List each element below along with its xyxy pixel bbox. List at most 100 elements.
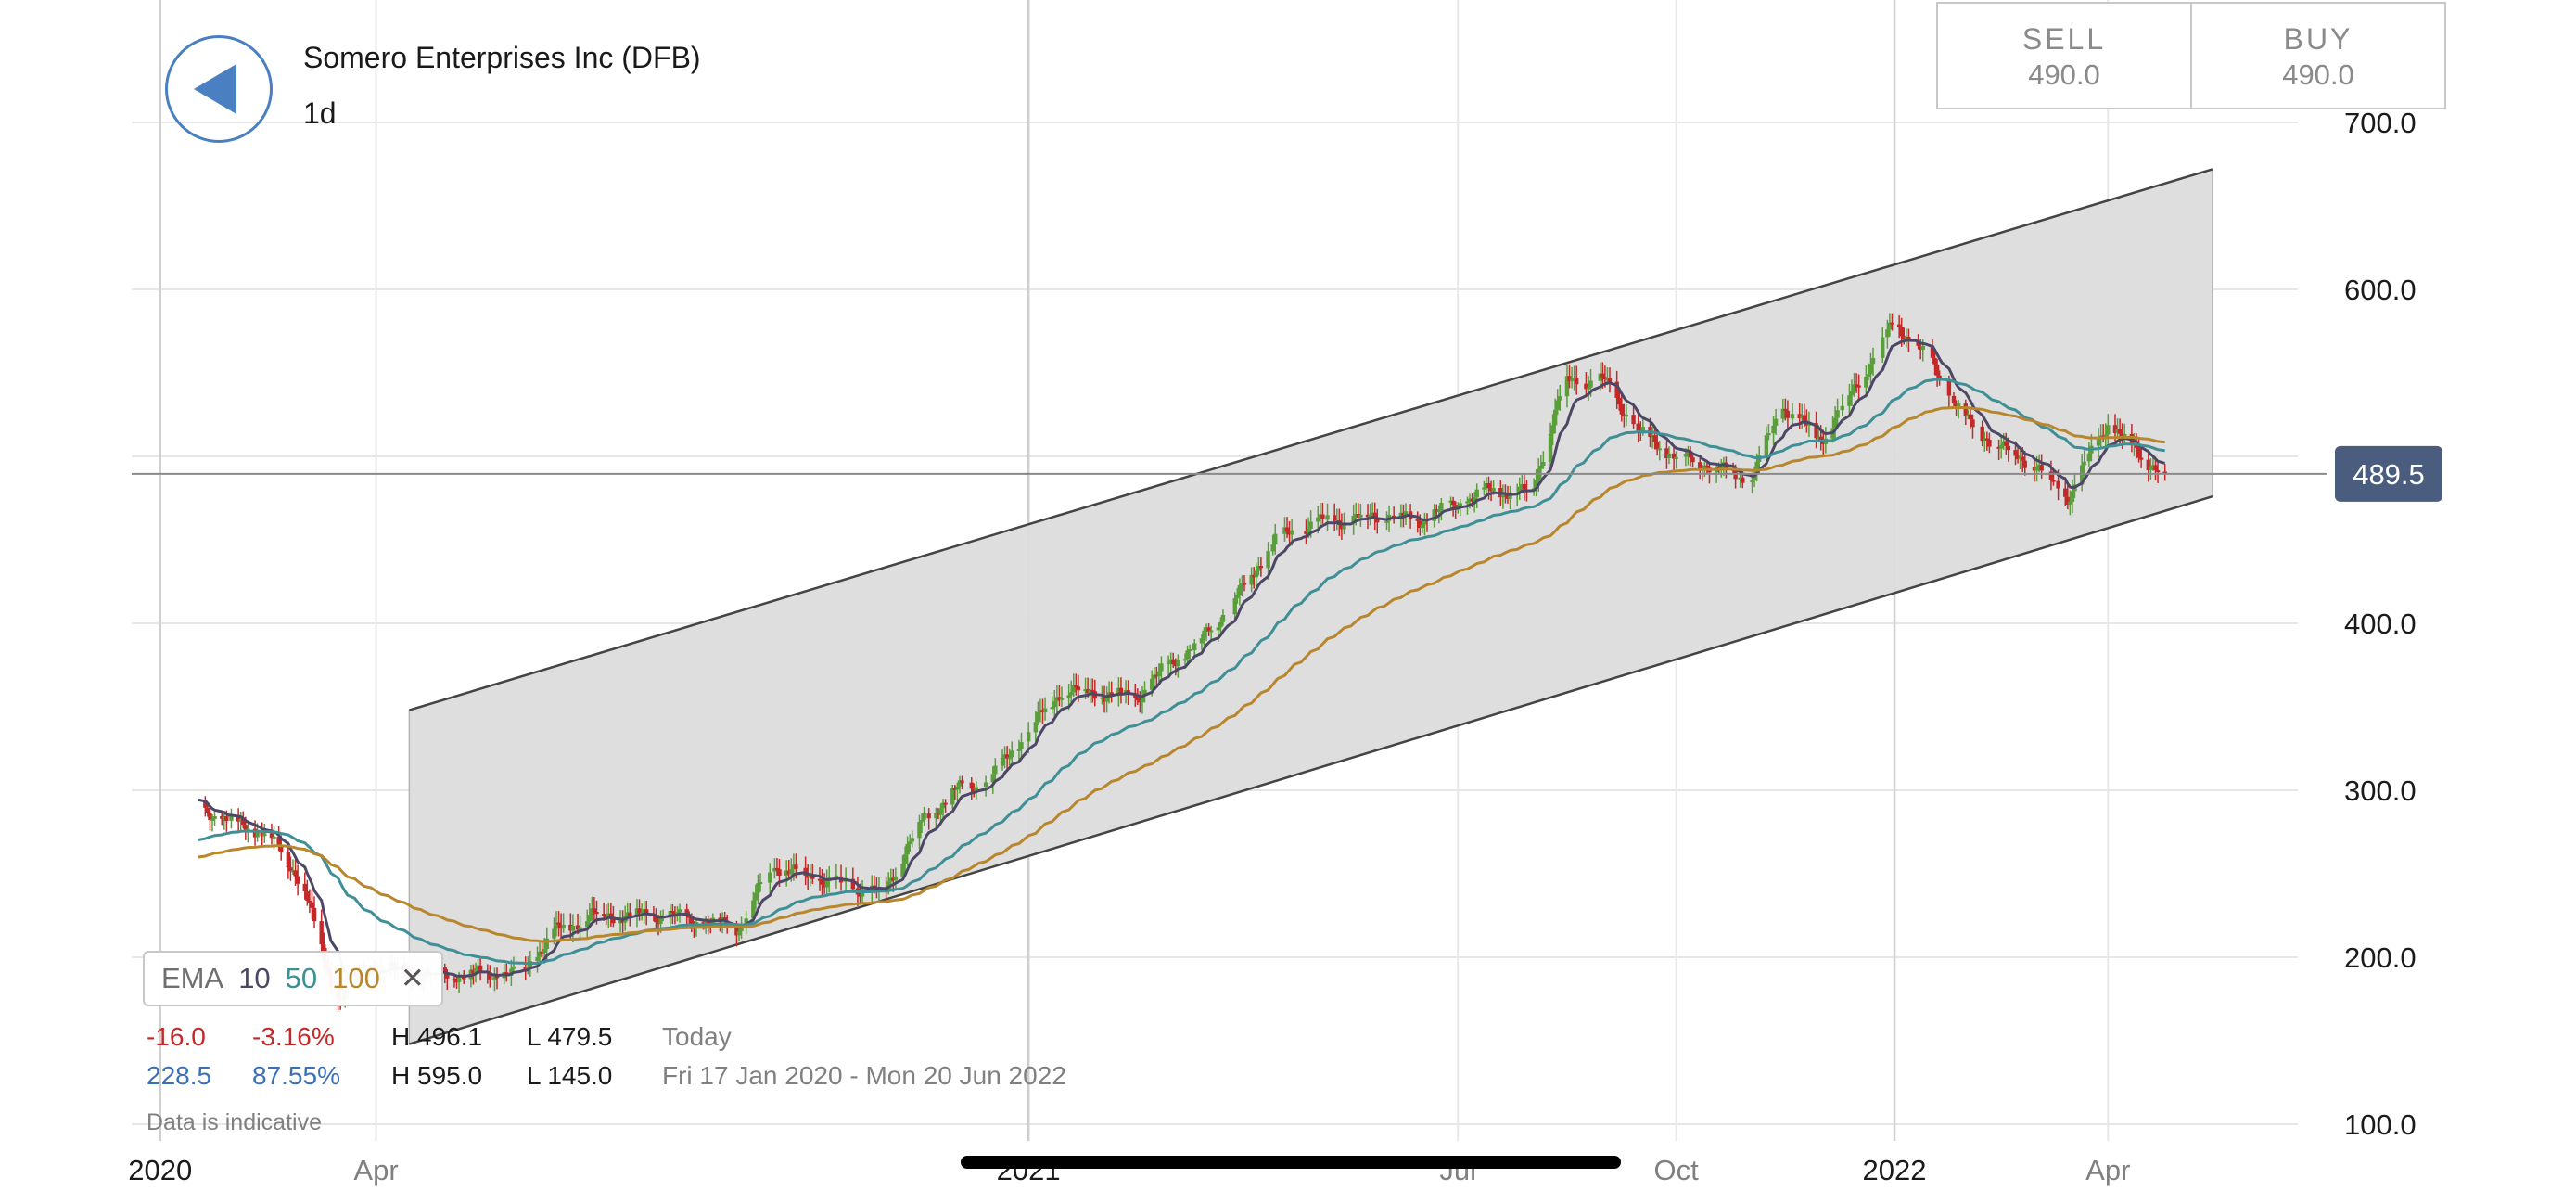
candle-body [2063,488,2068,497]
candle-body [1258,566,1264,569]
candle-body [744,918,748,924]
candle-body [471,969,476,974]
candle-body [604,915,608,917]
candle-body [1902,336,1906,339]
channel-lower-line [408,495,2213,1045]
candle-body [1918,345,1923,351]
candle-body [902,854,908,864]
candle-body [1482,487,1486,490]
range-change: 228.5 [147,1061,212,1090]
candle-body [1448,500,1453,503]
candle-body [2149,467,2153,470]
candle-body [587,915,593,922]
candle-body [1517,486,1522,493]
candle-body [608,913,614,917]
candle-body [1968,414,1973,420]
candle-body [478,965,483,971]
candle-body [272,836,276,839]
candle-body [1304,531,1308,534]
candle-body [943,802,948,805]
candle-body [1741,477,1745,483]
candle-body [1368,514,1372,518]
candle-body [1657,448,1662,451]
candle-body [1780,408,1785,419]
data-disclaimer: Data is indicative [147,1109,322,1135]
candle-body [1173,664,1178,667]
candle-body [960,780,964,784]
candle-body [922,813,926,821]
candle-body [1159,663,1164,672]
candle-body [756,883,760,893]
candle-body [1790,414,1795,419]
candle-body [2056,480,2060,489]
candle-body [1674,456,1678,459]
candle-body [2013,450,2018,456]
close-icon[interactable]: ✕ [400,962,425,994]
candle-body [1951,395,1957,404]
candle-body [1814,423,1818,439]
candle-body [2155,470,2161,473]
ema-legend[interactable]: EMA 10 50 100 ✕ [143,951,443,1006]
candle-body [1076,686,1081,691]
candle-body [2134,442,2139,449]
candle-body [1450,500,1456,506]
today-low: L 479.5 [527,1022,613,1051]
candle-body [544,938,549,949]
buy-button[interactable]: BUY 490.0 [2190,2,2446,109]
candle-body [808,875,812,878]
candle-body [1558,396,1562,401]
candle-body [791,864,797,870]
chart-interval[interactable]: 1d [303,96,337,130]
candle-body [1832,417,1838,429]
candle-body [1135,698,1141,701]
candle-body [1356,513,1360,518]
candle-body [1142,689,1147,696]
candle-body [2136,448,2141,458]
candle-body [535,956,540,962]
candle-body [2082,461,2086,466]
candle-body [1881,337,1885,358]
candle-body [2115,429,2120,433]
candle-body [1002,754,1007,758]
candle-body [860,890,865,897]
candle-body [1202,630,1206,639]
candle-body [473,968,478,974]
home-indicator[interactable] [961,1156,1621,1169]
candle-body [1654,442,1660,450]
candle-body [537,951,542,957]
candle-body [1906,337,1911,341]
candle-body [1963,403,1968,416]
candle-body [1256,566,1261,571]
back-button[interactable] [165,35,273,143]
candle-body [789,869,794,875]
candle-body [319,921,324,945]
candle-body [990,774,995,783]
candle-body [1168,659,1173,663]
candle-body [1116,687,1121,696]
candle-body [1252,574,1256,578]
candle-body [774,867,780,870]
candle-body [1619,404,1624,415]
sell-button[interactable]: SELL 490.0 [1936,2,2192,109]
candle-body [1083,689,1088,692]
candle-body [1937,375,1942,379]
today-label: Today [662,1022,732,1051]
candle-body [1567,376,1572,382]
candle-body [1007,757,1012,760]
candle-body [734,928,739,936]
candle-body [1983,438,1987,442]
candle-body [1052,701,1057,708]
candle-body [1541,462,1546,466]
candle-body [1042,708,1048,713]
candle-body [1896,324,1902,327]
candle-body [919,820,925,823]
instrument-name: Somero Enterprises Inc (DFB) [303,41,701,74]
candle-body [1764,435,1769,455]
candle-body [1688,451,1693,458]
channel-upper-line [408,168,2213,711]
candle-body [1308,521,1313,529]
candle-body [850,878,856,890]
candle-body [2070,491,2075,502]
candle-body [777,869,782,877]
